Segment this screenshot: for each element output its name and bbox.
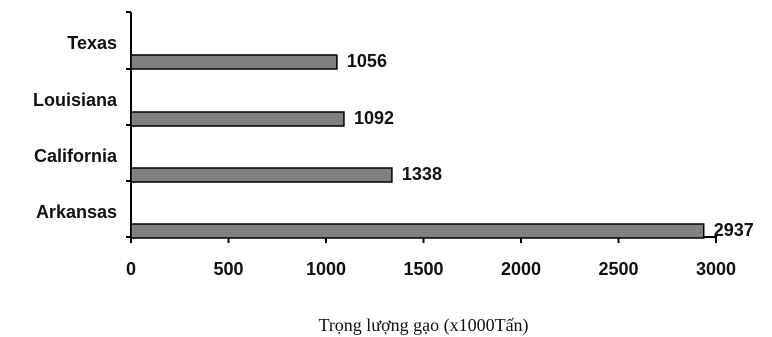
bar-texas: [130, 54, 338, 70]
x-tick-label: 2000: [501, 259, 541, 279]
x-axis-title: Trọng lượng gạo (x1000Tấn): [318, 315, 528, 336]
data-label: 1056: [347, 51, 387, 71]
bar-arkansas: [130, 223, 705, 239]
x-tick-label: 1500: [403, 259, 443, 279]
x-tick-label: 500: [213, 259, 243, 279]
data-label: 1092: [354, 108, 394, 128]
bars: [130, 54, 705, 239]
x-tick-label: 3000: [696, 259, 736, 279]
bar-louisiana: [130, 111, 345, 127]
x-tick-label: 1000: [306, 259, 346, 279]
x-tick-label: 2500: [598, 259, 638, 279]
data-label: 1338: [402, 164, 442, 184]
category-label: California: [34, 146, 118, 166]
x-tick-label: 0: [126, 259, 136, 279]
labels: 0 500 1000 1500 2000 2500 3000 Texas 1056 Louisia…: [33, 33, 754, 279]
axes: [126, 11, 717, 243]
data-label: 2937: [714, 220, 754, 240]
category-label: Louisiana: [33, 90, 118, 110]
category-label: Arkansas: [36, 202, 117, 222]
bar-california: [130, 167, 393, 183]
category-label: Texas: [67, 33, 117, 53]
